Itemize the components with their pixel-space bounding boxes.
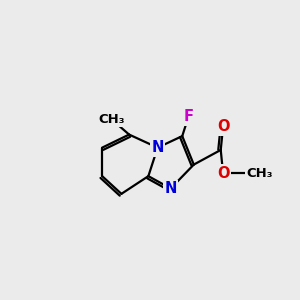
Text: F: F: [183, 110, 194, 124]
Text: O: O: [217, 166, 229, 181]
Text: N: N: [164, 181, 177, 196]
Text: N: N: [152, 140, 164, 155]
Text: O: O: [217, 119, 229, 134]
Text: CH₃: CH₃: [98, 113, 125, 126]
Text: CH₃: CH₃: [246, 167, 273, 180]
